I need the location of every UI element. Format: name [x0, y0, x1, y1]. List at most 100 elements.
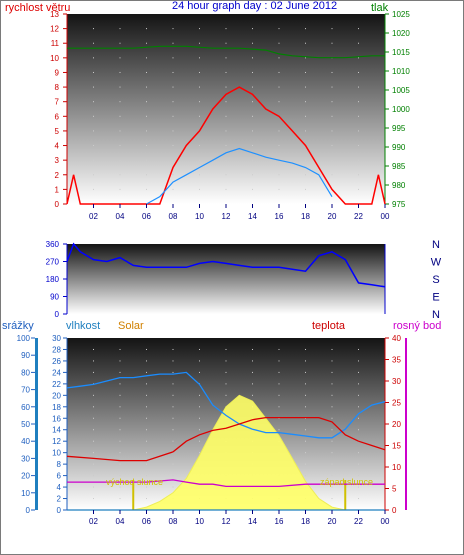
- grid-dot: [225, 159, 227, 161]
- temperature-tick-label: 20: [392, 420, 401, 429]
- grid-dot: [358, 360, 359, 362]
- grid-dot: [358, 463, 359, 465]
- grid-dot: [278, 394, 280, 396]
- grid-dot: [199, 348, 200, 350]
- wind-tick-label: 2: [55, 171, 60, 180]
- rain-tick-label: 10: [21, 489, 30, 498]
- humidity-tick-label: 26: [52, 357, 61, 366]
- grid-dot: [331, 42, 333, 44]
- grid-dot: [119, 440, 121, 442]
- grid-dot: [119, 417, 121, 419]
- grid-dot: [278, 188, 280, 190]
- grid-dot: [119, 383, 121, 385]
- grid-dot: [172, 486, 174, 488]
- grid-dot: [199, 101, 200, 103]
- wind-plot-area: [67, 14, 385, 204]
- grid-dot: [358, 145, 359, 147]
- grid-dot: [119, 145, 121, 147]
- grid-dot: [305, 371, 306, 373]
- grid-dot: [331, 498, 333, 500]
- grid-dot: [119, 101, 121, 103]
- grid-dot: [331, 159, 333, 161]
- temperature-tick-label: 0: [392, 506, 397, 515]
- grid-dot: [225, 57, 227, 59]
- grid-dot: [358, 159, 359, 161]
- direction-tick-label: 0: [55, 310, 60, 319]
- grid-dot: [225, 86, 227, 88]
- wind-tick-label: 8: [55, 83, 60, 92]
- x-tick-label: 12: [222, 517, 231, 526]
- grid-dot: [119, 57, 121, 59]
- grid-dot: [93, 28, 94, 30]
- wind-tick-label: 7: [55, 98, 60, 107]
- pressure-tick-label: 1020: [392, 29, 410, 38]
- grid-dot: [93, 463, 94, 465]
- grid-dot: [358, 406, 359, 408]
- grid-dot: [305, 406, 306, 408]
- grid-dot: [305, 452, 306, 454]
- grid-dot: [146, 486, 147, 488]
- grid-dot: [331, 486, 333, 488]
- humidity-tick-label: 12: [52, 437, 61, 446]
- grid-dot: [119, 130, 121, 132]
- grid-dot: [331, 475, 333, 477]
- grid-dot: [93, 57, 94, 59]
- grid-dot: [358, 57, 359, 59]
- grid-dot: [119, 42, 121, 44]
- humidity-tick-label: 18: [52, 403, 61, 412]
- grid-dot: [331, 394, 333, 396]
- grid-dot: [93, 371, 94, 373]
- grid-dot: [305, 86, 306, 88]
- grid-dot: [252, 174, 253, 176]
- grid-dot: [119, 71, 121, 73]
- grid-dot: [146, 463, 147, 465]
- grid-dot: [146, 101, 147, 103]
- pressure-tick-label: 1010: [392, 67, 410, 76]
- temperature-tick-label: 15: [392, 442, 401, 451]
- grid-dot: [172, 429, 174, 431]
- grid-dot: [358, 429, 359, 431]
- grid-dot: [305, 159, 306, 161]
- grid-dot: [252, 57, 253, 59]
- grid-dot: [305, 130, 306, 132]
- grid-dot: [146, 429, 147, 431]
- humidity-axis-title: vlhkost: [66, 320, 101, 332]
- grid-dot: [172, 383, 174, 385]
- grid-dot: [278, 417, 280, 419]
- x-tick-label: 02: [89, 517, 98, 526]
- grid-dot: [225, 71, 227, 73]
- temperature-axis-title: teplota: [312, 320, 346, 332]
- grid-dot: [93, 42, 94, 44]
- x-tick-label: 02: [89, 212, 98, 221]
- grid-dot: [252, 115, 253, 117]
- grid-dot: [278, 348, 280, 350]
- compass-label: S: [432, 274, 439, 286]
- pressure-tick-label: 975: [392, 200, 406, 209]
- grid-dot: [331, 115, 333, 117]
- grid-dot: [225, 394, 227, 396]
- grid-dot: [331, 463, 333, 465]
- grid-dot: [331, 406, 333, 408]
- grid-dot: [331, 71, 333, 73]
- x-tick-label: 08: [169, 212, 178, 221]
- grid-dot: [358, 452, 359, 454]
- direction-tick-label: 180: [46, 275, 60, 284]
- grid-dot: [305, 463, 306, 465]
- x-tick-label: 16: [275, 212, 284, 221]
- grid-dot: [331, 360, 333, 362]
- rain-tick-label: 30: [21, 454, 30, 463]
- grid-dot: [172, 57, 174, 59]
- wind-tick-label: 11: [51, 39, 60, 48]
- grid-dot: [146, 406, 147, 408]
- grid-dot: [119, 475, 121, 477]
- rain-tick-label: 60: [21, 403, 30, 412]
- grid-dot: [199, 440, 200, 442]
- grid-dot: [278, 101, 280, 103]
- grid-dot: [93, 360, 94, 362]
- x-tick-label: 12: [222, 212, 231, 221]
- wind-tick-label: 13: [50, 10, 59, 19]
- x-tick-label: 16: [275, 517, 284, 526]
- humidity-tick-label: 10: [52, 449, 61, 458]
- grid-dot: [93, 174, 94, 176]
- grid-dot: [146, 188, 147, 190]
